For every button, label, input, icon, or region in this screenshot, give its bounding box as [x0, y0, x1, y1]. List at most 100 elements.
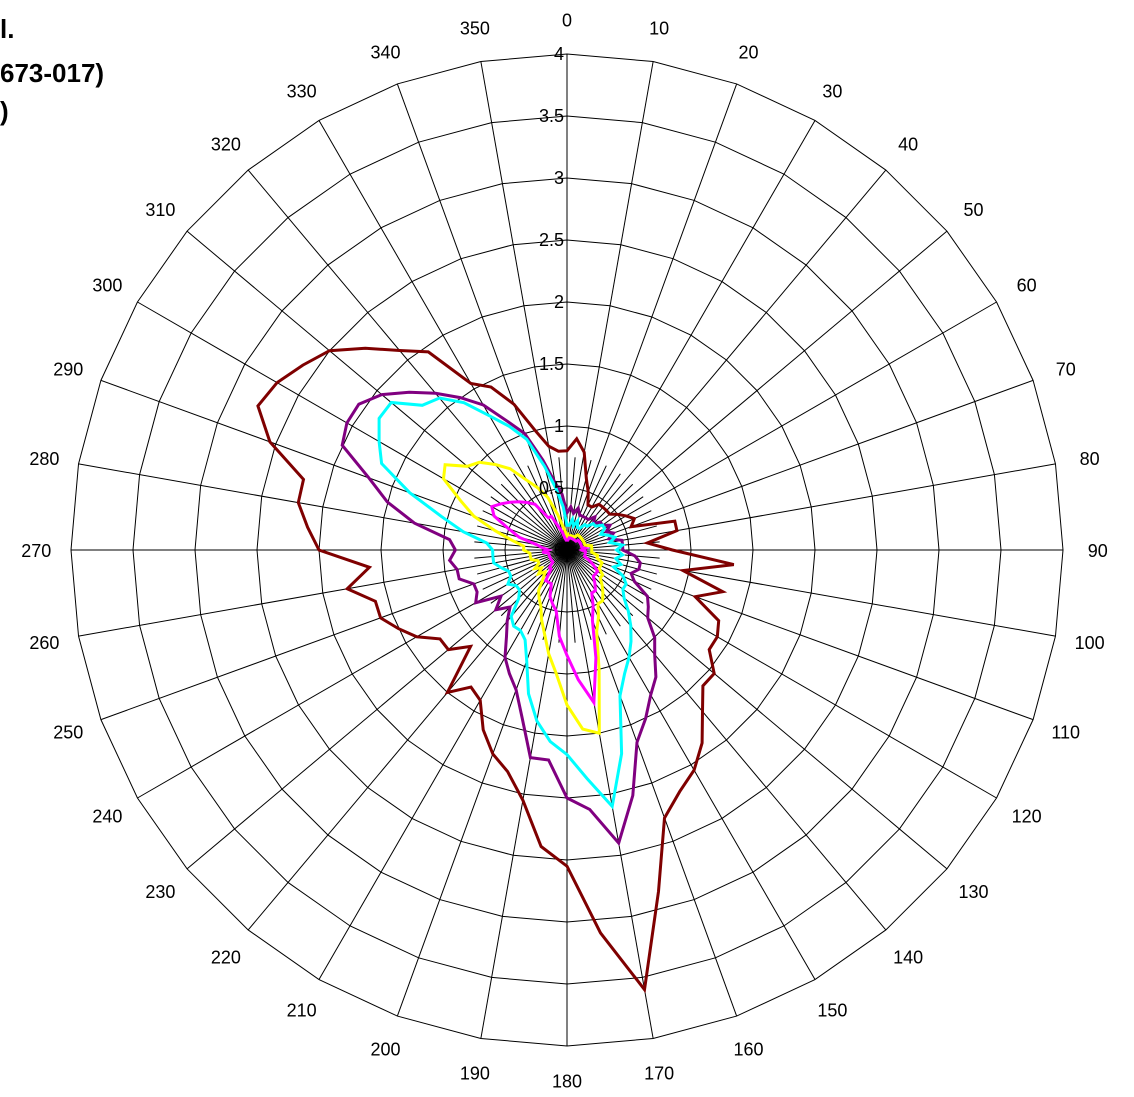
series-line-3 [377, 396, 633, 810]
angle-label: 260 [29, 633, 59, 653]
angle-label: 70 [1056, 359, 1076, 379]
angle-label: 190 [460, 1064, 490, 1084]
grid-spoke [100, 379, 568, 551]
angle-label: 330 [287, 81, 317, 101]
series-line-2 [340, 390, 658, 847]
grid-spoke-minor [566, 549, 576, 643]
angle-label: 270 [21, 541, 51, 561]
angle-label: 40 [898, 134, 918, 154]
radial-tick-label: 0.5 [539, 478, 564, 498]
grid-spoke [566, 549, 887, 931]
grid-spoke [318, 549, 568, 980]
series-line-5 [490, 500, 600, 708]
angle-label: 130 [959, 882, 989, 902]
angle-label: 90 [1088, 541, 1108, 561]
radial-tick-labels: 0 0.5 1 1.5 2 2.5 3 3.5 4 [539, 44, 564, 560]
radial-tick-label: 3.5 [539, 106, 564, 126]
angle-label: 210 [287, 1001, 317, 1021]
grid-spoke [137, 301, 568, 551]
angle-label: 20 [739, 42, 759, 62]
grid-spoke [566, 301, 997, 551]
grid-spoke [566, 230, 948, 551]
grid-spoke [566, 549, 1056, 637]
grid-spoke-minor [490, 496, 568, 551]
grid-spoke [186, 549, 568, 870]
angle-label: 30 [822, 81, 842, 101]
grid-spoke [566, 169, 887, 551]
grid-spoke [247, 169, 568, 551]
radial-tick-label: 2.5 [539, 230, 564, 250]
angle-label: 10 [649, 18, 669, 38]
grid-spoke [566, 83, 738, 551]
grid-spoke-minor [500, 483, 568, 551]
grid-spoke-minor [566, 549, 657, 575]
angle-label: 240 [92, 806, 122, 826]
angle-label: 170 [644, 1064, 674, 1084]
angle-label: 310 [145, 200, 175, 220]
angle-label: 50 [964, 200, 984, 220]
grid-spoke-minor [490, 549, 568, 604]
angle-label: 180 [552, 1072, 582, 1092]
angle-label: 140 [893, 948, 923, 968]
grid-spoke-minor [500, 549, 568, 617]
grid-spoke [566, 463, 1056, 551]
angle-label: 60 [1017, 276, 1037, 296]
grid-spoke-minor [558, 549, 568, 643]
grid-spoke [566, 549, 948, 870]
grid-spoke [566, 549, 816, 980]
grid-spoke [100, 549, 568, 721]
grid-spoke [318, 120, 568, 551]
title-line-3: ) [0, 96, 9, 126]
grid-spoke-minor [527, 549, 568, 635]
radial-tick-label: 1.5 [539, 354, 564, 374]
title-line-1: l. [0, 14, 15, 44]
angle-label: 230 [145, 882, 175, 902]
grid-spoke [566, 549, 738, 1017]
radial-tick-label: 1 [554, 416, 564, 436]
radial-tick-label: 0 [554, 540, 564, 560]
radial-tick-label: 3 [554, 168, 564, 188]
grid-spoke-minor [566, 549, 634, 617]
grid-spoke-minor [513, 473, 568, 551]
angle-labels: 0 102030405060708090100110120130140150160… [21, 10, 1107, 1091]
grid-spoke-minor [566, 549, 644, 604]
series-line-4 [441, 460, 605, 736]
grid-spoke [247, 549, 568, 931]
title-line-2: 673-017) [0, 58, 105, 88]
series-line-1 [256, 346, 735, 994]
angle-label: 110 [1051, 723, 1080, 743]
grid-spoke [566, 549, 997, 799]
angle-label: 300 [92, 276, 122, 296]
grid-spoke [566, 61, 654, 551]
angle-label: 200 [370, 1040, 400, 1060]
angle-label: 150 [817, 1001, 847, 1021]
angle-label: 280 [29, 449, 59, 469]
angle-label: 220 [211, 948, 241, 968]
grid-spoke [480, 549, 568, 1039]
grid-spoke [78, 549, 568, 637]
grid-spoke [396, 549, 568, 1017]
angle-label: 290 [53, 359, 83, 379]
angle-label: 160 [733, 1040, 763, 1060]
grid-spoke-minor [566, 549, 621, 627]
grid-spoke-minor [527, 465, 568, 551]
angle-label: 340 [370, 42, 400, 62]
angle-label: 250 [53, 723, 83, 743]
grid-spoke [480, 61, 568, 551]
angle-label: 0 [562, 10, 572, 30]
angle-label: 350 [460, 18, 490, 38]
angular-grid-spokes [71, 54, 1063, 1046]
angle-label: 80 [1080, 449, 1100, 469]
grid-spoke [566, 549, 1034, 721]
angle-label: 320 [211, 134, 241, 154]
grid-spoke [137, 549, 568, 799]
grid-spoke-minor [474, 549, 568, 559]
series-layer [256, 346, 735, 994]
grid-spoke-minor [482, 549, 568, 590]
radial-tick-label: 2 [554, 292, 564, 312]
grid-spoke-minor [542, 549, 568, 640]
angle-label: 100 [1075, 633, 1105, 653]
grid-spoke-minor [566, 549, 607, 635]
grid-spoke [566, 549, 654, 1039]
